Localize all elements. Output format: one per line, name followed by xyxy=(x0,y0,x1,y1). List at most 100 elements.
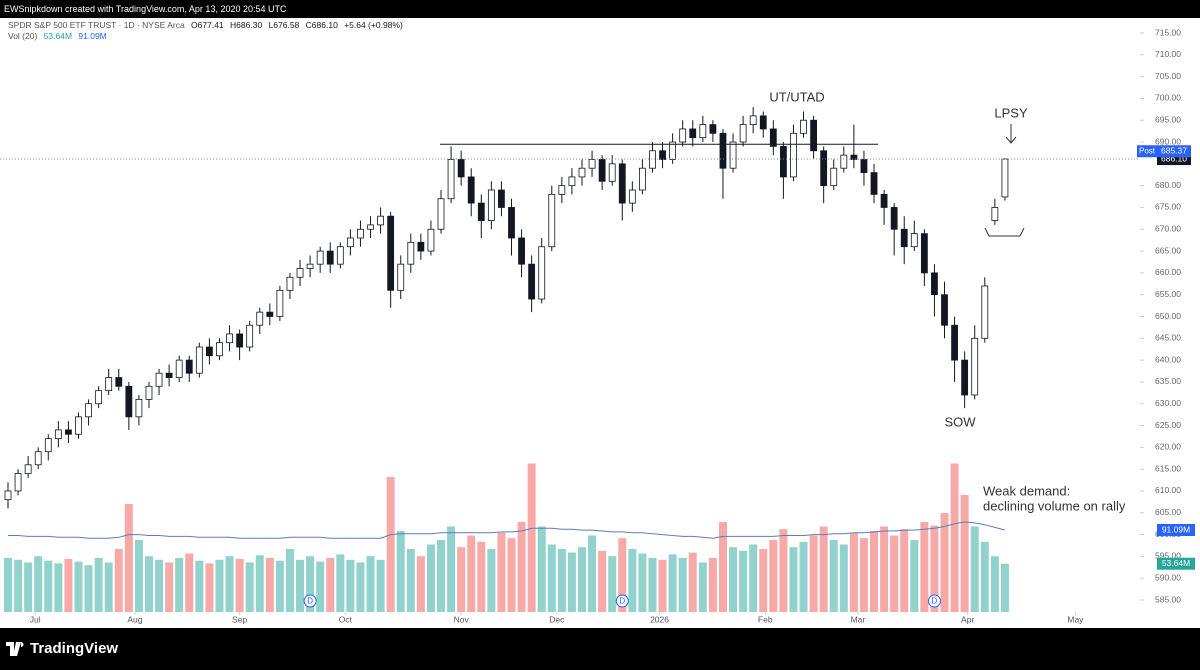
volume-bar xyxy=(477,541,486,612)
volume-bar xyxy=(205,563,214,612)
volume-bar xyxy=(467,535,476,612)
legend-row: Vol (20) 53.64M 91.09M xyxy=(8,31,407,42)
x-tick-label: Feb xyxy=(758,614,773,624)
x-tick-label: Aug xyxy=(127,614,142,624)
candle-body xyxy=(105,377,113,392)
volume-bar xyxy=(34,556,43,612)
open: O677.41 xyxy=(191,20,224,30)
post-tag xyxy=(1137,145,1157,158)
candle-body xyxy=(357,228,364,239)
candle-body xyxy=(538,246,546,300)
volume-bar xyxy=(316,561,325,612)
candle-body xyxy=(850,154,858,160)
volume-bar xyxy=(718,522,727,612)
candle-body xyxy=(397,263,405,291)
volume-bar xyxy=(225,556,234,612)
candle-body xyxy=(165,372,173,378)
candle-body xyxy=(226,333,233,344)
candle-body xyxy=(85,403,92,418)
candle-body xyxy=(578,167,586,178)
volume-bar xyxy=(4,558,12,612)
volume-bar xyxy=(588,535,597,612)
volume-ma: 91.09M xyxy=(78,31,107,41)
candle-body xyxy=(216,342,223,357)
x-tick-label: Apr xyxy=(961,614,974,624)
volume-bar xyxy=(124,504,133,612)
candle-body xyxy=(739,124,747,143)
volume-bar xyxy=(44,560,53,612)
volume-bar xyxy=(285,549,294,612)
volume-bar xyxy=(134,540,143,612)
volume-bar xyxy=(900,529,909,612)
volume-bar xyxy=(648,558,657,612)
volume-bar xyxy=(497,532,506,612)
volume-bar xyxy=(608,556,617,612)
candle-body xyxy=(608,163,616,182)
annotation: LPSY xyxy=(994,105,1028,120)
candle-body xyxy=(800,119,807,134)
y-tick-label: 660.00 xyxy=(1155,267,1181,277)
candle-body xyxy=(790,132,797,178)
volume-bar xyxy=(275,560,284,612)
legend: SPDR S&P 500 ETF TRUST · 1D · NYSE Arca … xyxy=(8,20,407,42)
y-tick-label: 655.00 xyxy=(1155,289,1181,299)
candle-body xyxy=(306,263,314,269)
volume-bar xyxy=(447,526,456,612)
volume-bar xyxy=(24,562,33,612)
volume-bar xyxy=(779,529,788,612)
candle-body xyxy=(659,150,666,160)
volume-bar xyxy=(749,544,758,612)
volume-bar xyxy=(940,513,949,612)
candle-body xyxy=(628,189,636,204)
y-tick-label: 675.00 xyxy=(1155,202,1181,212)
candle-body xyxy=(326,250,334,265)
volume-bar xyxy=(356,562,365,612)
candle-body xyxy=(890,207,898,230)
volume-bar xyxy=(557,549,566,612)
volume-bar xyxy=(235,558,244,612)
volume-bar xyxy=(759,549,768,612)
volume-bar xyxy=(789,547,798,612)
candle-body xyxy=(377,215,384,226)
y-tick-label: 665.00 xyxy=(1155,245,1181,255)
last-price-label: 686.10 xyxy=(1161,153,1187,163)
candle-body xyxy=(931,272,938,296)
candle-body xyxy=(568,176,576,187)
candle-body xyxy=(779,145,787,178)
volume-tag xyxy=(1157,524,1195,537)
candle-body xyxy=(467,176,475,204)
x-tick-label: Jul xyxy=(30,614,41,624)
dividend-label: D xyxy=(932,597,938,606)
candle-body xyxy=(417,241,425,252)
volume-bar xyxy=(678,558,687,612)
post-price-label: 685.37 xyxy=(1161,145,1187,155)
arrow xyxy=(1005,124,1017,144)
candle-body xyxy=(437,198,445,230)
x-tick-label: Oct xyxy=(339,614,353,624)
volume-bar xyxy=(426,544,435,612)
y-tick-label: 650.00 xyxy=(1155,311,1181,321)
candle-body xyxy=(367,224,374,230)
volume-bar xyxy=(829,540,838,612)
volume-bar xyxy=(990,556,999,612)
volume-bar xyxy=(376,559,385,612)
volume-bar xyxy=(326,558,335,612)
volume-bar xyxy=(396,531,405,612)
candle-body xyxy=(588,159,596,169)
candle-body xyxy=(487,189,495,221)
candle-body xyxy=(14,473,22,492)
volume-bar xyxy=(960,495,969,612)
candle-body xyxy=(24,464,32,474)
volume-bar xyxy=(910,540,919,612)
volume-bar xyxy=(155,559,164,612)
plot xyxy=(4,107,1009,612)
x-tick-label: 2026 xyxy=(650,614,669,624)
candle-body xyxy=(820,150,828,187)
candle-body xyxy=(679,128,687,143)
change: +5.64 (+0.98%) xyxy=(344,20,403,30)
footer: TradingView xyxy=(0,628,1200,670)
annotation: SOW xyxy=(944,414,976,429)
dividend-marker xyxy=(927,594,941,608)
candle-body xyxy=(729,141,737,169)
volume-bar xyxy=(165,562,174,612)
